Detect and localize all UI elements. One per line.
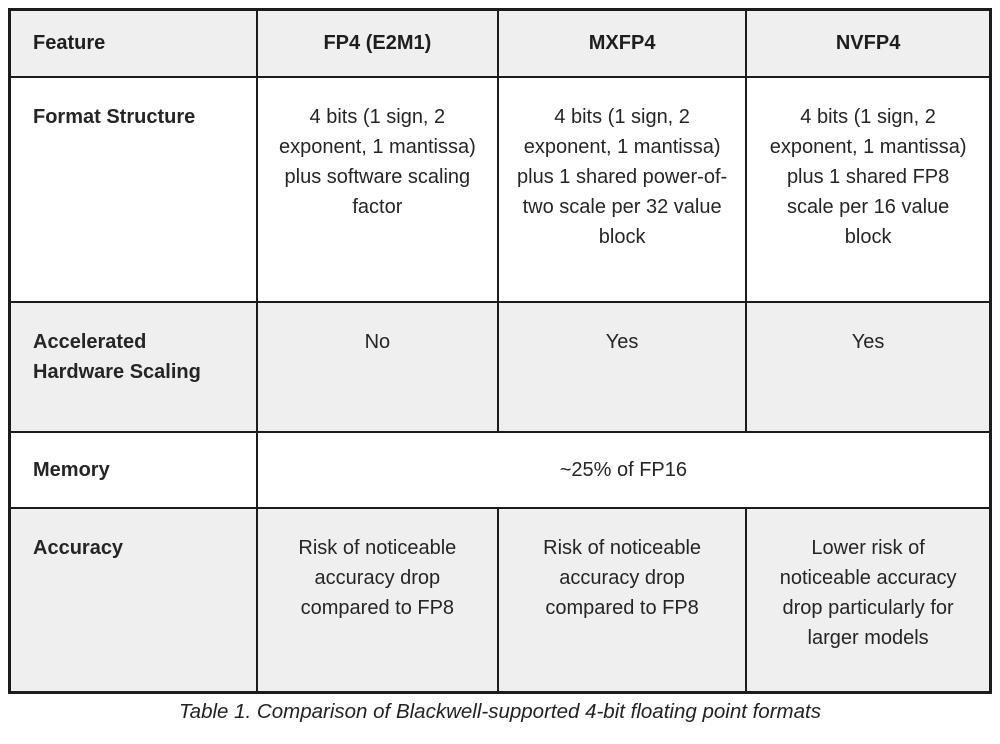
table-header-row: Feature FP4 (E2M1) MXFP4 NVFP4 [8, 8, 992, 78]
cell-accuracy-mxfp4: Risk of noticeable accuracy drop compare… [497, 506, 748, 694]
cell-accel-nvfp4: Yes [745, 300, 992, 433]
cell-format-nvfp4: 4 bits (1 sign, 2 exponent, 1 mantissa) … [745, 75, 992, 303]
table-row-accelerated-hardware-scaling: Accelerated Hardware Scaling No Yes Yes [8, 300, 992, 433]
row-label-format-structure: Format Structure [8, 75, 258, 303]
row-label-memory: Memory [8, 430, 258, 509]
column-header-fp4: FP4 (E2M1) [255, 8, 500, 78]
cell-accel-fp4: No [255, 300, 500, 433]
table-row-memory: Memory ~25% of FP16 [8, 430, 992, 509]
table-caption: Table 1. Comparison of Blackwell-support… [179, 700, 821, 723]
table-row-accuracy: Accuracy Risk of noticeable accuracy dro… [8, 506, 992, 694]
cell-accuracy-nvfp4: Lower risk of noticeable accuracy drop p… [745, 506, 992, 694]
table-row-format-structure: Format Structure 4 bits (1 sign, 2 expon… [8, 75, 992, 303]
column-header-nvfp4: NVFP4 [745, 8, 992, 78]
fp4-comparison-table: Feature FP4 (E2M1) MXFP4 NVFP4 Format St… [8, 8, 992, 694]
cell-accuracy-fp4: Risk of noticeable accuracy drop compare… [255, 506, 500, 694]
row-label-accelerated-hardware-scaling: Accelerated Hardware Scaling [8, 300, 258, 433]
cell-memory-all-formats: ~25% of FP16 [255, 430, 992, 509]
cell-accel-mxfp4: Yes [497, 300, 748, 433]
cell-format-mxfp4: 4 bits (1 sign, 2 exponent, 1 mantissa) … [497, 75, 748, 303]
column-header-feature: Feature [8, 8, 258, 78]
cell-format-fp4: 4 bits (1 sign, 2 exponent, 1 mantissa) … [255, 75, 500, 303]
row-label-accuracy: Accuracy [8, 506, 258, 694]
column-header-mxfp4: MXFP4 [497, 8, 748, 78]
